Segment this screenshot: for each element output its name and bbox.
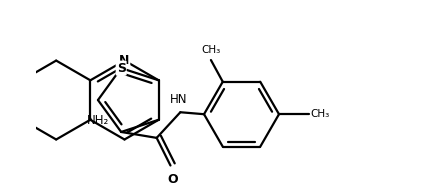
Text: S: S <box>117 62 126 75</box>
Text: N: N <box>119 54 130 67</box>
Text: CH₃: CH₃ <box>311 109 330 119</box>
Text: HN: HN <box>169 93 187 106</box>
Text: CH₃: CH₃ <box>201 45 220 55</box>
Text: NH₂: NH₂ <box>87 114 109 127</box>
Text: O: O <box>167 173 178 186</box>
